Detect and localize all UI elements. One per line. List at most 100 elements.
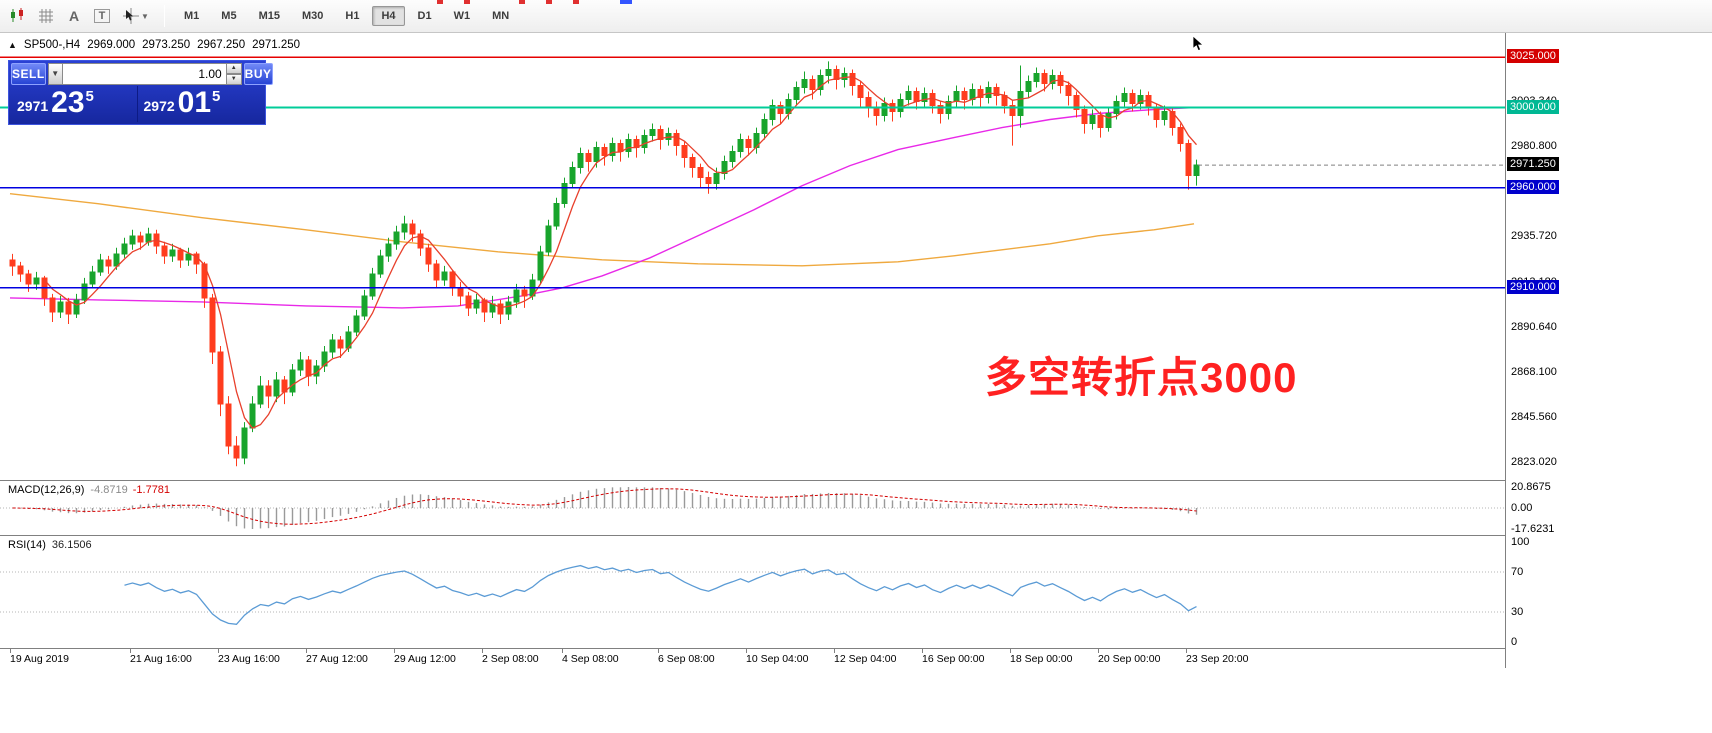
price-tick: 2890.640 bbox=[1511, 320, 1557, 333]
time-tick-label: 20 Sep 00:00 bbox=[1098, 653, 1161, 665]
screen-artifact bbox=[573, 0, 579, 4]
font-icon[interactable]: A bbox=[68, 8, 80, 24]
time-tick-mark bbox=[1098, 649, 1099, 653]
ma-mid-magenta bbox=[9, 106, 1195, 309]
candlestick-glyph bbox=[11, 8, 23, 22]
macd-signal-value: -1.7781 bbox=[132, 484, 171, 496]
ma-slow-orange bbox=[9, 193, 1195, 267]
sell-button[interactable]: SELL bbox=[11, 63, 46, 85]
macd-axis-max: 20.8675 bbox=[1511, 481, 1551, 493]
bid-price: 2971 23 5 bbox=[11, 86, 138, 122]
price-tick: 2845.560 bbox=[1511, 411, 1557, 424]
price-tick: 2935.720 bbox=[1511, 230, 1557, 243]
high-value: 2973.250 bbox=[142, 39, 191, 51]
time-tick-mark bbox=[562, 649, 563, 653]
rsi-axis-tick: 30 bbox=[1511, 606, 1524, 618]
price-tick: 2823.020 bbox=[1511, 456, 1557, 469]
grid-icon[interactable] bbox=[32, 3, 60, 29]
open-value: 2969.000 bbox=[87, 39, 136, 51]
time-tick-mark bbox=[394, 649, 395, 653]
time-tick-label: 6 Sep 08:00 bbox=[658, 653, 715, 665]
time-tick-mark bbox=[130, 649, 131, 653]
price-tick: 2868.100 bbox=[1511, 365, 1557, 378]
time-tick-mark bbox=[834, 649, 835, 653]
rsi-line bbox=[124, 564, 1197, 625]
volume-dropdown-button[interactable]: ▼ bbox=[47, 63, 63, 85]
timeframe-d1-button[interactable]: D1 bbox=[417, 10, 432, 22]
time-tick-label: 19 Aug 2019 bbox=[10, 653, 69, 665]
annotation-text: 多空转折点3000 bbox=[985, 354, 1298, 401]
crosshair-tool-icon[interactable]: ▼ bbox=[116, 3, 156, 29]
macd-signal-line bbox=[12, 488, 1197, 525]
toolbar-separator bbox=[164, 5, 165, 27]
mouse-cursor bbox=[1192, 35, 1206, 58]
level-price-badge: 3025.000 bbox=[1507, 49, 1559, 64]
ask-pip-digit: 5 bbox=[212, 88, 221, 105]
timeframe-h1-button[interactable]: H1 bbox=[345, 10, 360, 22]
rsi-axis-tick: 0 bbox=[1511, 636, 1518, 648]
level-price-badge: 2960.000 bbox=[1507, 179, 1559, 194]
timeframe-h4-button[interactable]: H4 bbox=[372, 6, 405, 26]
rsi-indicator-canvas[interactable] bbox=[0, 536, 1505, 648]
macd-histogram bbox=[19, 487, 1198, 529]
symbol-timeframe-label: SP500-,H4 bbox=[23, 39, 81, 51]
macd-axis-zero: 0.00 bbox=[1511, 502, 1533, 514]
level-lines bbox=[0, 56, 1505, 289]
time-scale[interactable]: 19 Aug 2019 21 Aug 16:00 23 Aug 16:00 27 Au… bbox=[0, 649, 1505, 671]
macd-axis-min: -17.6231 bbox=[1511, 523, 1555, 535]
time-tick-label: 2 Sep 08:00 bbox=[482, 653, 539, 665]
text-label-icon[interactable]: T bbox=[88, 3, 116, 29]
pane-separator[interactable] bbox=[0, 480, 1568, 481]
text-label-glyph: T bbox=[93, 9, 111, 23]
macd-indicator-canvas[interactable] bbox=[0, 481, 1505, 535]
level-price-badge: 3000.000 bbox=[1507, 99, 1559, 114]
rsi-axis-tick: 70 bbox=[1511, 566, 1524, 578]
pane-separator[interactable] bbox=[0, 535, 1568, 536]
chevron-down-icon: ▼ bbox=[141, 11, 149, 21]
time-tick-label: 27 Aug 12:00 bbox=[306, 653, 368, 665]
rsi-value: 36.1506 bbox=[51, 539, 92, 551]
rsi-header: RSI(14) 36.1506 bbox=[8, 539, 92, 551]
candlestick-chart-icon[interactable] bbox=[4, 3, 32, 29]
screen-artifact bbox=[464, 0, 470, 4]
time-tick-label: 12 Sep 04:00 bbox=[834, 653, 897, 665]
macd-name: MACD(12,26,9) bbox=[8, 484, 85, 496]
timeframe-mn-button[interactable]: MN bbox=[492, 10, 510, 22]
time-tick-label: 29 Aug 12:00 bbox=[394, 653, 456, 665]
time-tick-label: 10 Sep 04:00 bbox=[746, 653, 809, 665]
macd-header: MACD(12,26,9) -4.8719 -1.7781 bbox=[8, 484, 170, 496]
screen-artifact bbox=[546, 0, 552, 4]
timeframe-w1-button[interactable]: W1 bbox=[453, 10, 471, 22]
ask-main-digits: 01 bbox=[177, 86, 212, 119]
timeframe-m1-button[interactable]: M1 bbox=[184, 10, 200, 22]
time-tick-label: 23 Aug 16:00 bbox=[218, 653, 280, 665]
bid-main-digits: 23 bbox=[51, 86, 85, 119]
bid-pip-digit: 5 bbox=[85, 88, 94, 105]
time-tick-label: 21 Aug 16:00 bbox=[130, 653, 192, 665]
time-tick-mark bbox=[658, 649, 659, 653]
time-tick-mark bbox=[1186, 649, 1187, 653]
bid-prefix: 2971 bbox=[17, 98, 49, 114]
volume-input[interactable] bbox=[62, 63, 227, 85]
volume-control: ▼ ▲ ▼ bbox=[47, 63, 242, 85]
rsi-axis-tick: 100 bbox=[1511, 536, 1530, 548]
timeframe-m30-button[interactable]: M30 bbox=[301, 10, 324, 22]
price-tick: 2980.800 bbox=[1511, 140, 1557, 152]
timeframe-m5-button[interactable]: M5 bbox=[221, 10, 237, 22]
time-tick-mark bbox=[218, 649, 219, 653]
buy-button[interactable]: BUY bbox=[243, 63, 273, 85]
time-tick-label: 18 Sep 00:00 bbox=[1010, 653, 1073, 665]
trade-panel-toggle[interactable]: ▲ bbox=[8, 40, 17, 50]
screen-artifact bbox=[437, 0, 443, 4]
volume-decrease-button[interactable]: ▼ bbox=[226, 74, 242, 85]
ask-prefix: 2972 bbox=[143, 98, 175, 114]
macd-main-value: -4.8719 bbox=[90, 484, 128, 496]
pane-separator bbox=[0, 648, 1568, 649]
close-value: 2971.250 bbox=[252, 39, 301, 51]
grid-glyph bbox=[39, 9, 53, 23]
volume-increase-button[interactable]: ▲ bbox=[226, 63, 242, 74]
price-scale[interactable]: 3003.3402980.8002958.2602935.7202913.180… bbox=[1505, 33, 1568, 668]
timeframe-m15-button[interactable]: M15 bbox=[258, 10, 280, 22]
